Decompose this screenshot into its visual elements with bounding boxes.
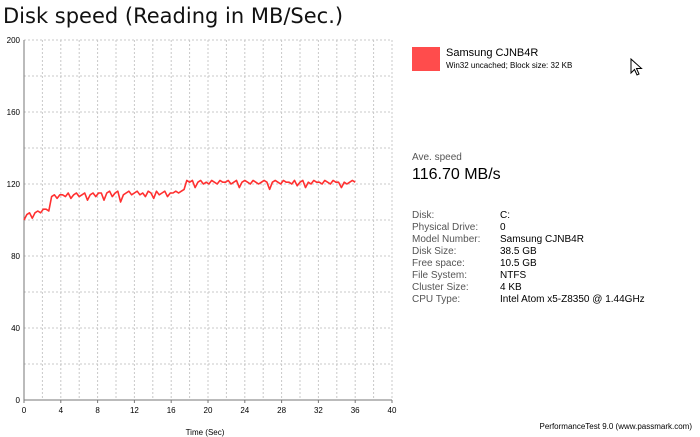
y-tick-label: 80 (11, 252, 20, 261)
info-row-free-space: Free space: 10.5 GB (412, 258, 672, 270)
info-value: 38.5 GB (500, 246, 537, 257)
info-row-model-number: Model Number: Samsung CJNB4R (412, 234, 672, 246)
y-tick-label: 40 (11, 324, 20, 333)
info-value: C: (500, 210, 510, 221)
x-tick-label: 12 (130, 406, 139, 415)
info-value: NTFS (500, 270, 527, 281)
x-tick-label: 36 (351, 406, 360, 415)
info-row-disk: Disk: C: (412, 210, 672, 222)
disk-info-table: Disk: C: Physical Drive: 0 Model Number:… (412, 210, 672, 306)
x-tick-label: 28 (277, 406, 286, 415)
info-key: CPU Type: (412, 294, 461, 305)
info-value: 10.5 GB (500, 258, 537, 269)
info-key: Disk Size: (412, 246, 457, 257)
average-speed-label: Ave. speed (412, 152, 462, 163)
info-row-cluster-size: Cluster Size: 4 KB (412, 282, 672, 294)
x-tick-label: 0 (22, 406, 27, 415)
info-key: Disk: (412, 210, 435, 221)
legend-color-swatch (412, 47, 440, 71)
x-tick-label: 16 (167, 406, 176, 415)
info-row-file-system: File System: NTFS (412, 270, 672, 282)
x-tick-label: 40 (388, 406, 397, 415)
info-value: Samsung CJNB4R (500, 234, 584, 245)
info-value: Intel Atom x5-Z8350 @ 1.44GHz (500, 294, 645, 305)
info-row-disk-size: Disk Size: 38.5 GB (412, 246, 672, 258)
legend-series-description: Win32 uncached; Block size: 32 KB (446, 61, 573, 70)
info-key: Free space: (412, 258, 465, 269)
x-tick-label: 20 (204, 406, 213, 415)
y-tick-label: 160 (7, 108, 21, 117)
x-tick-label: 32 (314, 406, 323, 415)
legend-series-name: Samsung CJNB4R (446, 47, 539, 59)
x-axis-ticks: 0 4 8 12 16 20 24 28 32 36 40 (22, 400, 397, 415)
average-speed-value: 116.70 MB/s (412, 166, 501, 183)
x-tick-label: 24 (240, 406, 249, 415)
info-key: File System: (412, 270, 468, 281)
info-key: Model Number: (412, 234, 481, 245)
info-value: 4 KB (500, 282, 522, 293)
chart-title: Disk speed (Reading in MB/Sec.) (3, 4, 344, 28)
mouse-cursor-icon (630, 58, 643, 76)
y-tick-label: 200 (7, 36, 21, 45)
x-axis-label: Time (Sec) (186, 428, 225, 437)
footer-credit: PerformanceTest 9.0 (www.passmark.com) (539, 422, 693, 431)
y-tick-label: 0 (16, 396, 21, 405)
x-tick-label: 8 (95, 406, 100, 415)
info-row-cpu-type: CPU Type: Intel Atom x5-Z8350 @ 1.44GHz (412, 294, 672, 306)
x-tick-label: 4 (59, 406, 64, 415)
chart-series (23, 179, 356, 221)
y-tick-label: 120 (7, 180, 21, 189)
info-row-physical-drive: Physical Drive: 0 (412, 222, 672, 234)
chart-grid (24, 39, 393, 400)
info-value: 0 (500, 222, 506, 233)
y-axis-ticks: 0 40 80 120 160 200 (7, 36, 21, 405)
info-key: Physical Drive: (412, 222, 479, 233)
info-key: Cluster Size: (412, 282, 469, 293)
